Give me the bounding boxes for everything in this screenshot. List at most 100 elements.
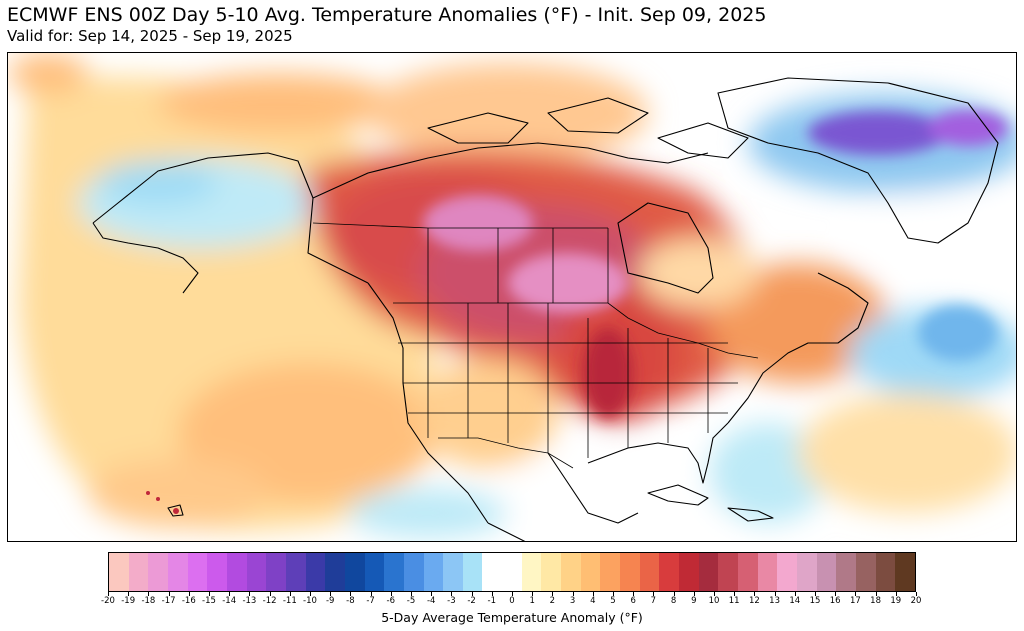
colorbar-tick-mark: [108, 592, 109, 596]
colorbar-tick-label: 7: [650, 596, 657, 606]
colorbar-tick-mark: [754, 592, 756, 596]
colorbar-tick-label: 15: [809, 596, 821, 606]
colorbar-cell: [718, 553, 738, 591]
colorbar-tick-label: 6: [630, 596, 636, 606]
colorbar-tick-mark: [916, 592, 917, 596]
anomaly-shading: [8, 53, 1016, 538]
colorbar-tick-label: -6: [386, 596, 396, 606]
valid-dates: Valid for: Sep 14, 2025 - Sep 19, 2025: [7, 27, 293, 45]
colorbar-tick-mark: [431, 592, 433, 596]
colorbar-cell: [796, 553, 817, 591]
colorbar-tick-label: 0: [509, 596, 515, 606]
colorbar-tick-mark: [552, 592, 554, 596]
colorbar-cell: [679, 553, 699, 591]
colorbar-cell: [875, 553, 896, 591]
colorbar-tick-label: 18: [870, 596, 882, 606]
colorbar-tick-mark: [835, 592, 837, 596]
colorbar-tick-mark: [209, 592, 210, 596]
colorbar-cell: [305, 553, 326, 591]
colorbar-ticks: -20 -19 -18 -17 -16 -15 -14 -13 -12 -11 -10 -9 -8 -7-…: [101, 596, 921, 608]
colorbar-cell: [698, 553, 719, 591]
colorbar-tick-label: -4: [426, 596, 436, 606]
colorbar-tick-label: 1: [529, 596, 535, 606]
colorbar-tick-label: 14: [789, 596, 801, 606]
colorbar-cell: [443, 553, 463, 591]
colorbar-cell: [148, 553, 168, 591]
colorbar-tick-label: 3: [569, 596, 576, 606]
colorbar-cell: [266, 553, 286, 591]
colorbar-tick-label: 10: [708, 596, 720, 606]
colorbar-tick-mark: [875, 592, 877, 596]
colorbar-tick-mark: [693, 592, 695, 596]
colorbar-cell: [836, 553, 856, 591]
colorbar-cell: [109, 553, 129, 591]
colorbar-cell: [423, 553, 444, 591]
colorbar-cell: [384, 553, 404, 591]
colorbar-cell: [462, 553, 483, 591]
colorbar-tick-mark: [128, 592, 130, 596]
colorbar-tick-mark: [673, 592, 675, 596]
colorbar-tick-label: -5: [406, 596, 416, 606]
colorbar-tick-label: 2: [549, 596, 556, 606]
colorbar-cell: [285, 553, 306, 591]
colorbar-tick-mark: [249, 592, 251, 596]
colorbar-tick-mark: [815, 592, 816, 596]
colorbar-tick-label: -9: [325, 596, 335, 606]
colorbar-cell: [561, 553, 581, 591]
colorbar-tick-label: 17: [849, 596, 861, 606]
political-borders: [312, 222, 759, 469]
colorbar-tick-label: 9: [691, 596, 697, 606]
colorbar-cell: [207, 553, 227, 591]
colorbar-tick-label: -10: [303, 596, 317, 606]
colorbar-tick-label: 13: [769, 596, 781, 606]
anomaly-map[interactable]: [7, 52, 1017, 542]
colorbar-cell: [777, 553, 797, 591]
colorbar-tick-mark: [471, 592, 473, 596]
colorbar-tick-label: -2: [467, 596, 476, 606]
colorbar-cell: [128, 553, 149, 591]
colorbar-tick-label: -14: [222, 596, 237, 606]
colorbar-tick-mark: [714, 592, 715, 596]
colorbar-tick-mark: [289, 592, 291, 596]
colorbar-tick-mark: [411, 592, 412, 596]
colorbar-tick-label: -19: [121, 596, 136, 606]
colorbar-tick-label: 12: [748, 596, 760, 606]
colorbar-tick-mark: [855, 592, 857, 596]
colorbar-tick-mark: [572, 592, 574, 596]
colorbar-tick-mark: [269, 592, 271, 596]
colorbar-tick-mark: [390, 592, 392, 596]
colorbar-tick-mark: [168, 592, 170, 596]
colorbar-cell: [246, 553, 267, 591]
colorbar-tick-label: 19: [890, 596, 902, 606]
colorbar-cell: [482, 553, 503, 591]
islands: [146, 491, 179, 514]
colorbar-tick-mark: [370, 592, 372, 596]
colorbar-tick-label: 8: [670, 596, 677, 606]
colorbar-tick-label: -13: [242, 596, 257, 606]
colorbar-cell: [639, 553, 660, 591]
colorbar-cell: [757, 553, 778, 591]
colorbar-cell: [325, 553, 345, 591]
chart-title: ECMWF ENS 00Z Day 5-10 Avg. Temperature …: [7, 4, 767, 26]
colorbar-cell: [620, 553, 640, 591]
colorbar-tick-label: -11: [282, 596, 297, 606]
colorbar-tick-mark: [229, 592, 231, 596]
colorbar-tick-mark: [310, 592, 311, 596]
colorbar-cell: [167, 553, 188, 591]
colorbar-tick-mark: [774, 592, 776, 596]
colorbar-tick-mark: [532, 592, 534, 596]
colorbar-cell: [816, 553, 837, 591]
coastlines: [92, 77, 999, 541]
colorbar-cell: [364, 553, 385, 591]
colorbar-cell: [855, 553, 876, 591]
colorbar-tick-mark: [491, 592, 493, 596]
colorbar-tick-label: -17: [161, 596, 176, 606]
colorbar-tick-mark: [350, 592, 352, 596]
colorbar-tick-mark: [794, 592, 796, 596]
colorbar-cell: [541, 553, 562, 591]
colorbar-tick-mark: [592, 592, 594, 596]
colorbar-tick-label: -7: [366, 596, 375, 606]
colorbar-tick-mark: [188, 592, 190, 596]
colorbar-tick-label: 4: [590, 596, 596, 606]
colorbar-tick-mark: [330, 592, 332, 596]
